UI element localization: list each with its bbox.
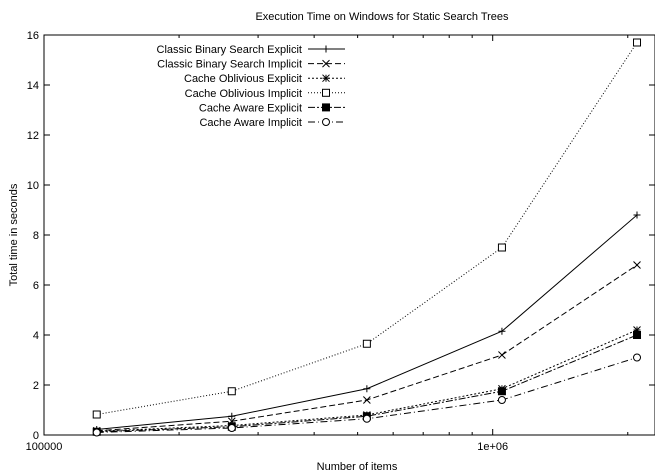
- x-axis-label: Number of items: [317, 461, 398, 473]
- y-axis-label: Total time in seconds: [8, 183, 20, 286]
- series-line-cache-oblivious-explicit: [96, 329, 638, 432]
- x-tick-label: 100000: [26, 441, 63, 453]
- series-lines: [92, 38, 642, 437]
- legend-marker-classic-binary-search-explicit: [322, 45, 330, 53]
- series-line-classic-binary-search-implicit: [96, 264, 638, 432]
- data-point-classic-binary-search-implicit: [363, 396, 371, 404]
- chart-title: Execution Time on Windows for Static Sea…: [255, 11, 509, 23]
- y-tick-label: 6: [33, 280, 39, 292]
- legend-marker-cache-aware-implicit: [322, 118, 330, 126]
- series-line-cache-oblivious-implicit: [96, 42, 638, 415]
- data-point-classic-binary-search-explicit: [228, 412, 236, 420]
- y-tick-label: 8: [33, 230, 39, 242]
- data-point-classic-binary-search-explicit: [633, 211, 641, 219]
- data-point-cache-aware-implicit: [227, 424, 236, 432]
- legend-label: Cache Oblivious Explicit: [184, 73, 302, 85]
- data-point-classic-binary-search-explicit: [498, 327, 506, 335]
- data-point-cache-oblivious-implicit: [362, 339, 371, 348]
- data-point-cache-aware-explicit: [497, 387, 506, 396]
- y-tick-label: 2: [33, 380, 39, 392]
- data-point-cache-aware-implicit: [497, 396, 506, 404]
- y-tick-label: 10: [27, 180, 39, 192]
- data-point-classic-binary-search-implicit: [498, 351, 506, 359]
- legend-marker-cache-oblivious-implicit: [322, 88, 330, 97]
- data-point-cache-oblivious-implicit: [227, 387, 236, 396]
- legend-label: Classic Binary Search Implicit: [157, 59, 302, 71]
- data-point-cache-aware-explicit: [633, 331, 642, 339]
- legend-marker-cache-oblivious-explicit: [322, 74, 330, 83]
- data-point-cache-aware-implicit: [362, 414, 371, 423]
- y-tick-label: 16: [27, 30, 39, 42]
- x-tick-label: 1e+06: [477, 441, 508, 453]
- data-point-classic-binary-search-implicit: [633, 261, 641, 269]
- legend: Classic Binary Search Explicit Classic Bi…: [157, 44, 345, 129]
- legend-label: Cache Aware Explicit: [199, 102, 302, 114]
- data-point-cache-aware-implicit: [633, 353, 642, 362]
- data-point-cache-oblivious-implicit: [92, 410, 101, 419]
- y-tick-label: 0: [33, 430, 39, 442]
- legend-label: Cache Aware Implicit: [199, 117, 302, 129]
- data-point-classic-binary-search-explicit: [363, 385, 371, 393]
- legend-marker-cache-aware-explicit: [322, 103, 330, 112]
- axis-ticks: 0 2 4 6 8 10 12 14 16 100000 1e+06: [26, 30, 655, 453]
- plot-frame: [43, 34, 655, 436]
- legend-marker-classic-binary-search-implicit: [322, 59, 330, 68]
- data-point-cache-aware-implicit: [92, 428, 101, 437]
- data-point-cache-oblivious-implicit: [633, 38, 642, 47]
- y-tick-label: 4: [33, 330, 39, 342]
- y-tick-label: 14: [27, 80, 39, 92]
- series-line-classic-binary-search-explicit: [96, 214, 638, 430]
- legend-label: Classic Binary Search Explicit: [157, 44, 303, 56]
- y-tick-label: 12: [27, 130, 39, 142]
- legend-label: Cache Oblivious Implicit: [185, 88, 302, 100]
- data-point-cache-oblivious-implicit: [497, 243, 506, 252]
